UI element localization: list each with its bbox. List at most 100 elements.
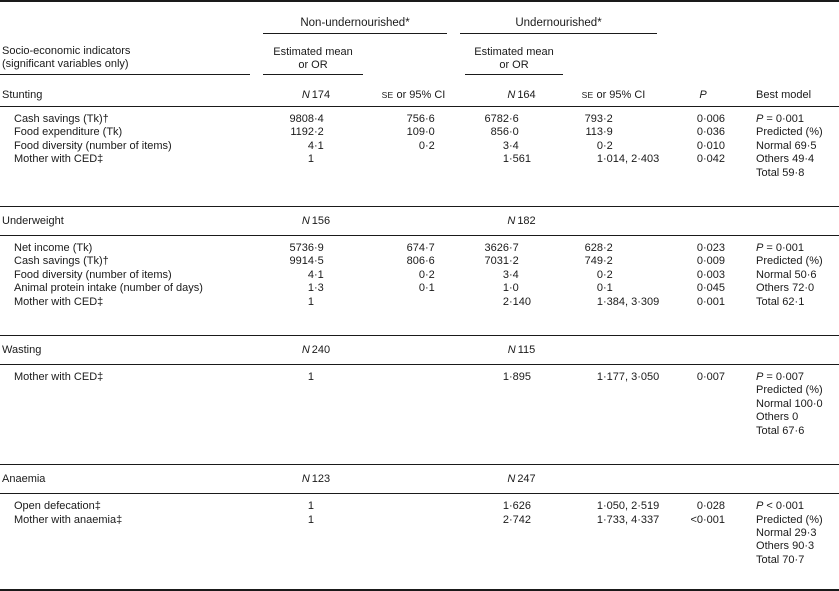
mean-undernourished: 1·895 [502, 371, 532, 384]
p-symbol: P [756, 242, 764, 255]
n-value-wasting-right: N 115 [458, 335, 564, 366]
best-model-text: P = 0·007 [756, 371, 805, 384]
empty-cell [658, 34, 738, 75]
se-ci-non-undernourished [363, 540, 458, 553]
spacer-row [0, 309, 839, 336]
se-ci-non-undernourished [363, 153, 458, 166]
p-value: 0·028 [696, 500, 726, 513]
mean-undernourished: 2·742 [502, 513, 532, 526]
estimated-mean-line2: or OR [298, 59, 328, 71]
indicator-label [0, 398, 255, 411]
best-model-text: Others 49·4 [756, 153, 815, 166]
se-ci-undernourished [563, 425, 658, 438]
spacer-row [0, 180, 839, 207]
group-cell-left: Non-undernourished* [255, 1, 458, 34]
n-count: 164 [517, 89, 536, 101]
section-label-underweight: Underweight [0, 206, 255, 237]
mean-non-undernourished: 1·3 [307, 282, 324, 295]
mean-undernourished: 856·0 [490, 126, 519, 139]
best-model-text: Total 70·7 [756, 553, 805, 566]
se-ci-non-undernourished [363, 398, 458, 411]
table-row: Animal protein intake (number of days) 1·… [0, 282, 839, 295]
n-value-wasting-left: N 240 [255, 335, 363, 366]
se-abbrev: SE [581, 90, 594, 100]
best-model-text: Predicted (%) [756, 255, 823, 268]
n-symbol: N [301, 215, 310, 228]
mean-undernourished: 1·0 [502, 282, 519, 295]
section-row-wasting: Wasting N 240 N 115 [0, 335, 839, 366]
p-value: 0·007 [696, 371, 726, 384]
mean-non-undernourished [255, 527, 363, 540]
indicators-header-line1: Socio-economic indicators [2, 45, 131, 57]
table-row: Food diversity (number of items) 4·1 0·2 3·… [0, 269, 839, 282]
table-row: Predicted (%) [0, 384, 839, 397]
empty-cell [658, 206, 739, 237]
indicator-label: Food diversity (number of items) [14, 268, 172, 281]
section-label-anaemia: Anaemia [0, 464, 255, 495]
table-row: Food expenditure (Tk) 1192·2 109·0 856·0 113… [0, 126, 839, 139]
mean-non-undernourished [255, 398, 363, 411]
indicator-label [0, 411, 255, 424]
empty-cell [363, 335, 459, 366]
mean-non-undernourished: 4·1 [307, 268, 324, 281]
best-model-text: Predicted (%) [756, 126, 823, 139]
estimated-mean-header-right: Estimated mean or OR [465, 46, 564, 75]
table-row: Normal 100·0 [0, 398, 839, 411]
p-value [658, 425, 738, 438]
p-value: 0·010 [696, 139, 726, 152]
se-ci-undernourished: 1·733, 4·337 [596, 513, 660, 526]
table-row: Total 70·7 [0, 554, 839, 567]
se-ci-non-undernourished [363, 527, 458, 540]
indicator-label: Mother with CED‡ [14, 371, 104, 384]
n-count: 240 [311, 344, 331, 357]
mean-undernourished: 1·626 [502, 500, 532, 513]
se-ci-undernourished: 0·2 [596, 268, 613, 281]
se-ci-non-undernourished [363, 384, 458, 397]
empty-cell [363, 34, 458, 75]
mean-non-undernourished: 9808·4 [289, 113, 324, 125]
se-ci-undernourished: 0·1 [596, 282, 613, 295]
se-ci-non-undernourished [363, 365, 458, 385]
se-ci-undernourished [563, 384, 658, 397]
empty-cell [363, 206, 459, 237]
se-ci-non-undernourished: 806·6 [406, 255, 435, 268]
group-cell-right: Undernourished* [458, 1, 658, 34]
estimated-mean-header-left: Estimated mean or OR [263, 46, 363, 75]
se-ci-undernourished: 793·2 [584, 113, 613, 125]
empty-cell [738, 335, 839, 366]
se-ci-non-undernourished: 0·2 [418, 139, 435, 152]
estimated-mean-cell-left: Estimated mean or OR [255, 34, 363, 75]
indicator-label [0, 167, 255, 180]
n-value-anaemia-left: N 123 [255, 464, 363, 495]
p-value: 0·036 [696, 126, 726, 139]
se-ci-non-undernourished [363, 514, 458, 527]
table-row: Mother with CED‡ 1 2·140 1·384, 3·309 0·001 T… [0, 296, 839, 309]
indicator-label: Open defecation‡ [14, 500, 101, 513]
indicator-label: Food expenditure (Tk) [14, 126, 123, 139]
mean-non-undernourished [255, 540, 363, 553]
mean-undernourished: 7031·2 [484, 255, 519, 268]
se-ci-undernourished [563, 540, 658, 553]
best-model-text: Others 90·3 [756, 540, 815, 553]
n-symbol: N [507, 473, 516, 486]
best-model-header: Best model [738, 75, 839, 107]
best-model-text: Normal 69·5 [756, 139, 817, 152]
section-row-underweight: Underweight N 156 N 182 [0, 206, 839, 237]
se-ci-undernourished: 628·2 [584, 242, 613, 255]
mean-non-undernourished: 4·1 [307, 139, 324, 152]
se-ci-non-undernourished [363, 425, 458, 438]
n-value-stunting-right: N 164 [458, 75, 564, 107]
p-symbol: P [756, 500, 764, 513]
estimated-mean-line2: or OR [499, 59, 529, 71]
n-value-underweight-right: N 182 [458, 206, 564, 237]
se-ci-undernourished [563, 527, 658, 540]
indicators-column-header: Socio-economic indicators (significant v… [0, 45, 250, 75]
table-row: Others 0 [0, 411, 839, 424]
table-row: Open defecation‡ 1 1·626 1·050, 2·519 0·028 P… [0, 494, 839, 514]
indicator-label [0, 540, 255, 553]
table-row: Total 67·6 [0, 425, 839, 438]
se-rest: or 95% CI [396, 89, 446, 101]
se-ci-non-undernourished: 109·0 [406, 126, 435, 139]
p-header: P [658, 75, 739, 107]
se-ci-non-undernourished [363, 554, 458, 567]
